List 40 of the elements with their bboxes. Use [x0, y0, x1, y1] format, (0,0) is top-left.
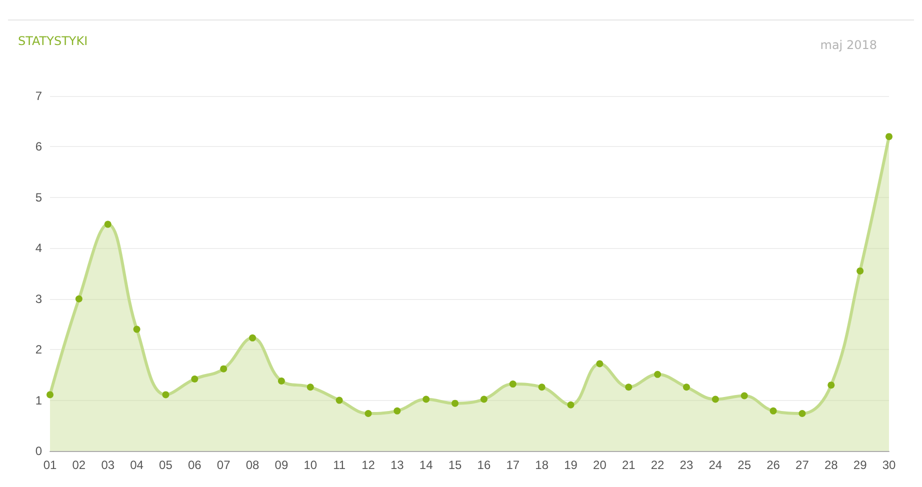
- x-tick-label: 28: [824, 458, 838, 472]
- x-tick-label: 29: [853, 458, 868, 472]
- x-tick-label: 26: [766, 458, 780, 472]
- x-tick-label: 01: [43, 458, 57, 472]
- chart-title: STATYSTYKI: [18, 34, 88, 48]
- x-tick-label: 16: [477, 458, 491, 472]
- x-tick-label: 23: [680, 458, 694, 472]
- y-tick-label: 4: [35, 241, 42, 256]
- x-tick-label: 05: [159, 458, 173, 472]
- x-tick-label: 12: [362, 458, 376, 472]
- x-tick-label: 02: [72, 458, 86, 472]
- x-tick-label: 10: [304, 458, 318, 472]
- y-tick-label: 2: [35, 342, 42, 357]
- x-tick-label: 17: [506, 458, 520, 472]
- x-tick-label: 04: [130, 458, 144, 472]
- y-tick-label: 0: [35, 444, 42, 458]
- x-tick-label: 18: [535, 458, 549, 472]
- y-tick-label: 5: [35, 190, 42, 204]
- x-tick-label: 09: [274, 458, 288, 472]
- x-tick-label: 21: [622, 458, 636, 472]
- x-tick-label: 20: [593, 458, 607, 472]
- x-tick-label: 15: [448, 458, 462, 472]
- x-tick-label: 14: [419, 458, 434, 472]
- x-tick-label: 08: [246, 458, 260, 472]
- y-tick-label: 1: [35, 393, 42, 408]
- y-tick-label: 6: [35, 140, 42, 154]
- x-tick-label: 27: [796, 458, 810, 472]
- y-tick-label: 3: [35, 292, 42, 306]
- x-tick-label: 30: [882, 458, 896, 472]
- x-tick-label: 24: [708, 458, 722, 472]
- x-tick-label: 06: [188, 458, 202, 472]
- x-tick-label: 25: [738, 458, 752, 472]
- x-tick-label: 22: [650, 458, 665, 472]
- y-tick-label: 7: [35, 89, 42, 103]
- chart-subtitle: maj 2018: [820, 38, 878, 52]
- x-tick-label: 19: [564, 458, 578, 472]
- x-tick-label: 13: [390, 458, 404, 472]
- x-tick-label: 07: [216, 458, 231, 472]
- x-tick-label: 03: [101, 458, 115, 472]
- x-tick-label: 11: [333, 458, 346, 472]
